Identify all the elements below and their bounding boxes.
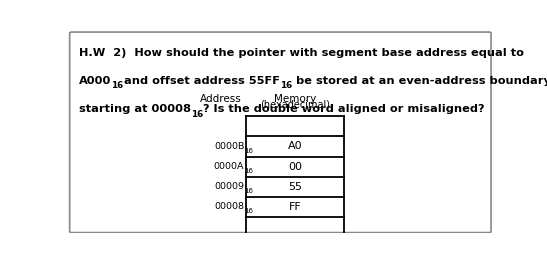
Text: A000: A000 <box>79 76 112 86</box>
Text: H.W  2)  How should the pointer with segment base address equal to: H.W 2) How should the pointer with segme… <box>79 48 524 58</box>
Text: 16: 16 <box>245 208 253 214</box>
Text: starting at 00008: starting at 00008 <box>79 104 191 114</box>
Text: 55: 55 <box>288 182 302 192</box>
Text: 0000A: 0000A <box>214 162 245 171</box>
Text: Address: Address <box>200 94 242 104</box>
Text: ? Is the double word aligned or misaligned?: ? Is the double word aligned or misalign… <box>203 104 485 114</box>
Text: 16: 16 <box>112 81 124 90</box>
Text: 00: 00 <box>288 162 302 172</box>
FancyBboxPatch shape <box>69 32 491 233</box>
Text: 16: 16 <box>245 188 253 194</box>
Text: 00009: 00009 <box>214 182 245 191</box>
Text: 16: 16 <box>245 148 253 154</box>
Text: 00008: 00008 <box>214 203 245 211</box>
Text: 16: 16 <box>245 168 253 174</box>
Text: A0: A0 <box>288 141 302 151</box>
Text: Memory: Memory <box>274 94 316 104</box>
Text: 0000B: 0000B <box>214 142 245 151</box>
Text: (hexadecimal): (hexadecimal) <box>260 99 330 109</box>
Text: 16: 16 <box>280 81 292 90</box>
Text: be stored at an even-address boundary: be stored at an even-address boundary <box>292 76 547 86</box>
Text: FF: FF <box>289 202 301 212</box>
Text: and offset address 55FF: and offset address 55FF <box>124 76 280 86</box>
Text: 16: 16 <box>191 110 203 119</box>
